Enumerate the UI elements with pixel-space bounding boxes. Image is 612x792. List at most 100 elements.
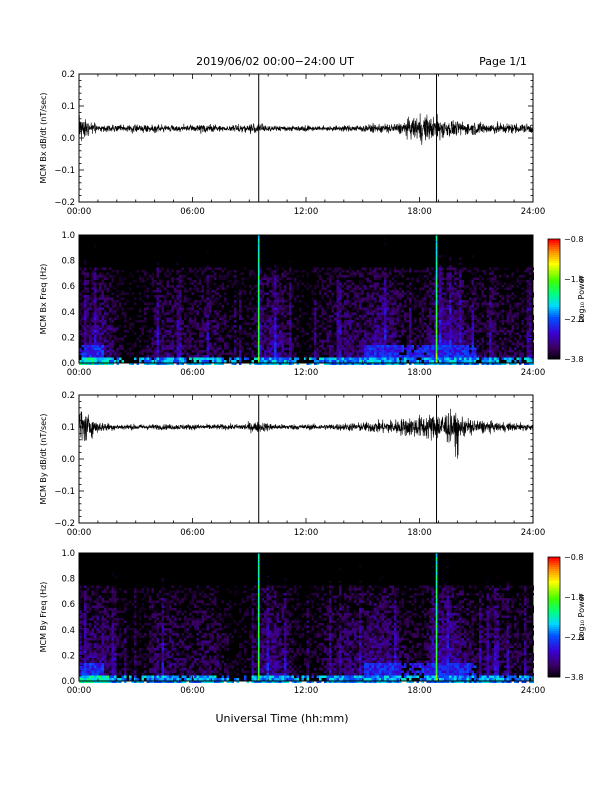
spectrogram-cell	[209, 287, 212, 290]
spectrogram-cell	[99, 292, 102, 295]
spectrogram-cell	[374, 340, 377, 343]
spectrogram-cell	[214, 267, 217, 270]
event-marker-cell	[257, 241, 260, 243]
spectrogram-cell	[284, 317, 287, 320]
spectrogram-cell	[84, 317, 87, 320]
spectrogram-cell	[466, 337, 469, 340]
spectrogram-cell	[439, 347, 442, 350]
spectrogram-cell	[381, 335, 384, 338]
spectrogram-cell	[406, 312, 409, 315]
spectrogram-cell	[106, 297, 109, 300]
spectrogram-cell	[469, 337, 472, 340]
spectrogram-cell	[181, 275, 184, 278]
spectrogram-cell	[111, 347, 114, 350]
spectrogram-cell	[226, 325, 229, 328]
spectrogram-cell	[261, 305, 264, 308]
spectrogram-cell	[276, 345, 279, 348]
spectrogram-cell	[371, 302, 374, 305]
spectrogram-cell	[186, 340, 189, 343]
spectrogram-cell	[239, 355, 242, 358]
spectrogram-cell	[416, 355, 419, 358]
spectrogram-cell	[291, 312, 294, 315]
spectrogram-cell	[376, 277, 379, 280]
spectrogram-cell	[451, 322, 454, 325]
spectrogram-cell	[491, 272, 494, 275]
spectrogram-cell	[249, 347, 252, 350]
spectrogram-cell	[176, 355, 179, 358]
x-tick-label: 00:00	[67, 207, 92, 217]
spectrogram-cell	[289, 335, 292, 338]
spectrogram-cell	[109, 317, 112, 320]
spectrogram-cell	[174, 342, 177, 345]
spectrogram-cell	[314, 352, 317, 355]
event-marker-cell	[257, 257, 260, 259]
spectrogram-cell	[436, 337, 439, 340]
spectrogram-cell	[501, 340, 504, 343]
spectrogram-cell	[259, 267, 262, 270]
spectrogram-cell	[346, 320, 349, 323]
spectrogram-cell	[161, 327, 164, 330]
spectrogram-cell	[396, 312, 399, 315]
spectrogram-cell	[146, 307, 149, 310]
spectrogram-cell	[441, 292, 444, 295]
spectrogram-cell	[439, 305, 442, 308]
spectrogram-cell	[451, 345, 454, 348]
spectrogram-cell	[264, 360, 267, 363]
spectrogram-cell	[261, 275, 264, 278]
spectrogram-cell	[366, 360, 369, 363]
spectrogram-cell	[121, 307, 124, 310]
spectrogram-cell	[256, 312, 259, 315]
spectrogram-cell	[481, 277, 484, 280]
spectrogram-cell	[199, 360, 202, 363]
spectrogram-cell	[94, 360, 97, 363]
spectrogram-cell	[371, 270, 374, 273]
spectrogram-cell	[441, 340, 444, 343]
spectrogram-cell	[289, 285, 292, 288]
spectrogram-cell	[391, 357, 394, 360]
spectrogram-cell	[161, 345, 164, 348]
spectrogram-cell	[99, 320, 102, 323]
spectrogram-cell	[376, 295, 379, 298]
spectrogram-cell	[209, 322, 212, 325]
spectrogram-cell	[196, 327, 199, 330]
spectrogram-cell	[171, 315, 174, 318]
spectrogram-cell	[454, 350, 457, 353]
spectrogram-cell	[114, 342, 117, 345]
spectrogram-cell	[391, 360, 394, 363]
spectrogram-cell	[364, 277, 367, 280]
spectrogram-cell	[334, 317, 337, 320]
spectrogram-cell	[386, 317, 389, 320]
spectrogram-cell	[394, 350, 397, 353]
spectrogram-cell	[459, 342, 462, 345]
spectrogram-cell	[94, 312, 97, 315]
spectrogram-cell	[446, 340, 449, 343]
spectrogram-cell	[151, 315, 154, 318]
spectrogram-cell	[436, 322, 439, 325]
spectrogram-cell	[429, 360, 432, 363]
spectrogram-cell	[409, 282, 412, 285]
spectrogram-cell	[276, 332, 279, 335]
spectrogram-cell	[216, 357, 219, 360]
spectrogram-cell	[384, 277, 387, 280]
spectrogram-cell	[261, 327, 264, 330]
spectrogram-cell	[501, 352, 504, 355]
spectrogram-cell	[351, 310, 354, 313]
spectrogram-cell	[369, 282, 372, 285]
spectrogram-cell	[179, 285, 182, 288]
spectrogram-cell	[526, 352, 529, 355]
spectrogram-cell	[251, 355, 254, 358]
spectrogram-cell	[156, 270, 159, 273]
spectrogram-cell	[101, 267, 104, 270]
spectrogram-cell	[316, 267, 319, 270]
spectrogram-cell	[81, 360, 84, 363]
spectrogram-cell	[351, 282, 354, 285]
spectrogram-cell	[431, 337, 434, 340]
spectrogram-cell	[514, 332, 517, 335]
spectrogram-cell	[179, 362, 182, 365]
spectrogram-cell	[344, 340, 347, 343]
spectrogram-cell	[311, 357, 314, 360]
spectrogram-cell	[114, 287, 117, 290]
spectrogram-cell	[346, 362, 349, 365]
spectrogram-cell	[174, 350, 177, 353]
spectrogram-cell	[81, 290, 84, 293]
